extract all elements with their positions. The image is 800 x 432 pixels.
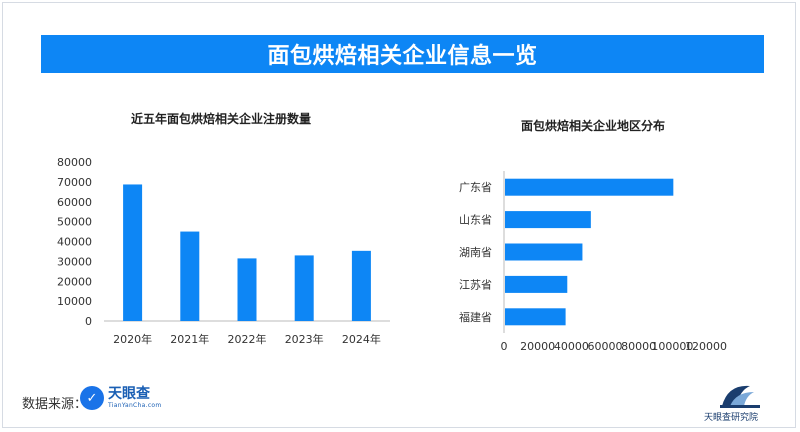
bar-chart-y-tick-label: 50000 xyxy=(57,216,92,229)
publisher-logo: 天眼查研究院 xyxy=(700,378,780,423)
hbar-chart-y-tick-label: 江苏省 xyxy=(459,278,492,291)
tianyancha-logo-sub: TianYanCha.com xyxy=(108,401,162,409)
tianyancha-logo: ✓ 天眼查 TianYanCha.com xyxy=(80,386,162,410)
tianyancha-logo-name: 天眼查 xyxy=(108,385,150,402)
bar-chart-x-tick-label: 2023年 xyxy=(285,332,324,346)
bar-chart-y-tick-label: 10000 xyxy=(57,295,92,308)
tianyancha-logo-icon: ✓ xyxy=(80,386,104,410)
title-banner: 面包烘焙相关企业信息一览 xyxy=(41,35,764,73)
bar-chart-bar xyxy=(351,250,371,321)
hbar-chart-x-tick-label: 120000 xyxy=(685,340,727,353)
hbar-chart-y-tick-label: 湖南省 xyxy=(459,246,492,259)
hbar-chart-x-tick-label: 40000 xyxy=(554,340,589,353)
bar-chart-x-tick-label: 2022年 xyxy=(228,332,267,346)
hbar-chart-y-tick-label: 广东省 xyxy=(459,181,492,194)
bar-chart-bar xyxy=(294,255,314,321)
source-label: 数据来源： xyxy=(22,397,88,412)
bar-chart-bar xyxy=(180,231,200,321)
bar-chart-y-tick-label: 20000 xyxy=(57,275,92,288)
bar-chart-y-tick-label: 0 xyxy=(85,315,92,328)
publisher-logo-icon xyxy=(720,385,760,408)
bar-chart-y-tick-label: 40000 xyxy=(57,236,92,249)
page-frame xyxy=(2,2,796,428)
hbar-chart-bar xyxy=(505,178,674,196)
hbar-chart-bar xyxy=(505,275,568,293)
bar-chart-x-tick-label: 2020年 xyxy=(113,332,152,346)
hbar-chart-x-tick-label: 80000 xyxy=(621,340,656,353)
bar-chart-y-tick-label: 30000 xyxy=(57,255,92,268)
hbar-chart-x-tick-label: 60000 xyxy=(588,340,623,353)
bar-chart-bar xyxy=(123,184,143,321)
bar-chart-x-tick-label: 2024年 xyxy=(342,332,381,346)
bar-chart-title: 近五年面包烘焙相关企业注册数量 xyxy=(131,112,312,126)
hbar-chart-bar xyxy=(505,243,583,261)
bar-chart-x-tick-label: 2021年 xyxy=(170,332,209,346)
publisher-name: 天眼查研究院 xyxy=(704,413,759,423)
hbar-chart-y-tick-label: 山东省 xyxy=(459,214,492,227)
hbar-chart-bar xyxy=(505,308,566,326)
bar-chart-y-tick-label: 70000 xyxy=(57,176,92,189)
hbar-chart-title: 面包烘焙相关企业地区分布 xyxy=(521,119,666,133)
bar-chart-bar xyxy=(237,258,257,321)
hbar-chart-x-tick-label: 100000 xyxy=(651,340,693,353)
bar-chart-y-tick-label: 80000 xyxy=(57,156,92,169)
bar-chart-y-tick-label: 60000 xyxy=(57,196,92,209)
hbar-chart-bar xyxy=(505,211,591,229)
hbar-chart-x-tick-label: 20000 xyxy=(520,340,555,353)
hbar-chart-x-tick-label: 0 xyxy=(501,340,508,353)
page-title: 面包烘焙相关企业信息一览 xyxy=(267,44,538,69)
hbar-chart-y-tick-label: 福建省 xyxy=(459,310,492,324)
